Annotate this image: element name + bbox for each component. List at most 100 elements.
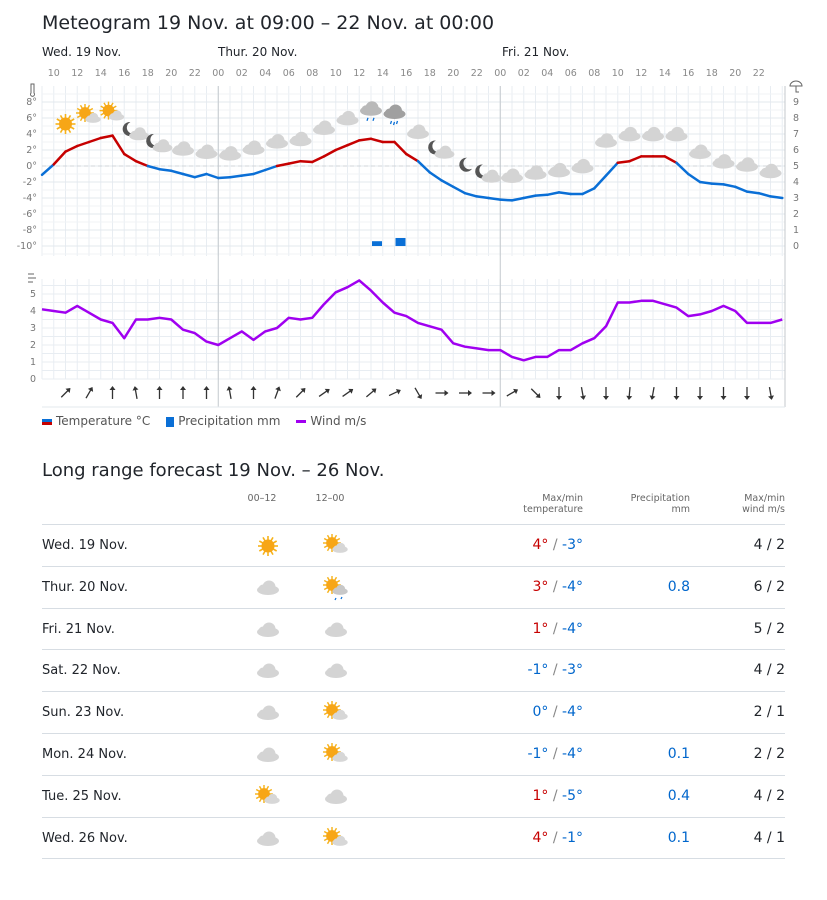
sun-ray xyxy=(258,540,264,544)
sun-ray xyxy=(334,743,338,748)
temperature-line-segment xyxy=(499,198,514,202)
row-temperature: 1° / -5° xyxy=(532,788,583,804)
temperature-line-segment xyxy=(369,137,384,144)
sun-ray xyxy=(336,537,341,541)
cloud-icon xyxy=(642,126,664,142)
temperature-line-segment xyxy=(181,172,196,179)
arrow-head xyxy=(603,396,609,400)
sun-ray xyxy=(270,550,274,556)
arrow-head xyxy=(87,386,94,392)
cloud-part xyxy=(267,138,277,148)
row-precipitation: 0.8 xyxy=(667,578,690,595)
temperature-line-segment xyxy=(158,167,173,173)
cloud-part xyxy=(258,584,268,594)
period-2-symbol xyxy=(325,663,347,679)
temperature-line-segment xyxy=(593,174,608,190)
night-icon xyxy=(475,164,502,183)
cloud-icon xyxy=(257,580,279,595)
cloud-icon xyxy=(571,158,594,174)
arrow-head xyxy=(535,393,541,398)
wind-arrow-icon xyxy=(295,388,306,398)
wind-icon xyxy=(28,273,36,283)
sun-ray xyxy=(56,126,61,130)
sun-ray xyxy=(268,788,273,792)
temperature-line-segment xyxy=(346,139,361,147)
wind-swatch xyxy=(296,420,307,423)
cloud-icon xyxy=(501,168,523,183)
row-date: Fri. 21 Nov. xyxy=(42,621,115,637)
sun-disc xyxy=(326,537,338,549)
sun-ray xyxy=(323,586,328,590)
forecast-row: Mon. 24 Nov. -1° / -4° 0.1 2 / 2 xyxy=(42,733,785,775)
temperature-line-segment xyxy=(734,185,749,193)
row-precipitation: 0.1 xyxy=(667,746,690,762)
sun-disc xyxy=(326,829,338,842)
wind-arrow-icon xyxy=(132,386,139,400)
cloud-part xyxy=(333,838,340,845)
temperature-line-segment xyxy=(52,150,67,166)
wind-arrow-icon xyxy=(506,388,519,397)
moon-shape xyxy=(122,122,136,137)
forecast-row: Wed. 26 Nov. 4° / -1° 0.1 4 / 1 xyxy=(42,816,785,859)
min-temp: -5° xyxy=(562,787,583,804)
min-temp: -4° xyxy=(562,620,583,637)
precipitation-bar xyxy=(395,238,406,246)
sun-disc xyxy=(326,704,338,717)
header-text: temperature xyxy=(523,504,583,515)
cloud-icon xyxy=(325,789,347,804)
arrow-head xyxy=(744,396,750,400)
forecast-row: Tue. 25 Nov. 1° / -5° 0.4 4 / 2 xyxy=(42,774,785,817)
moon-icon xyxy=(459,157,472,172)
day-label: Fri. 21 Nov. xyxy=(502,45,570,59)
sun-ray xyxy=(323,746,328,750)
arrow-head xyxy=(626,395,633,400)
temperature-line-segment xyxy=(416,159,431,174)
cloud-part xyxy=(333,754,340,761)
row-wind: 4 / 2 xyxy=(753,662,785,679)
hour-label: 16 xyxy=(118,68,130,79)
wind-arrow-icon xyxy=(388,389,401,397)
temperature-line-segment xyxy=(193,172,208,179)
wind-arrow-icon xyxy=(274,386,281,399)
arrow-head xyxy=(250,386,257,390)
sun-ray xyxy=(79,104,83,109)
period-2-symbol xyxy=(323,534,348,553)
cloud-part xyxy=(244,144,253,154)
sun-ray xyxy=(326,714,330,719)
hour-label: 14 xyxy=(377,68,389,79)
cloud-icon xyxy=(325,622,347,637)
rain-icon xyxy=(360,101,382,122)
temperature-line-segment xyxy=(522,194,537,200)
sun-ray xyxy=(67,114,72,120)
temperature-line-segment xyxy=(240,172,255,177)
sun-ray xyxy=(76,107,81,111)
sun-icon xyxy=(55,114,76,134)
sun-ray xyxy=(326,839,330,844)
row-date: Wed. 19 Nov. xyxy=(42,538,128,553)
wind-arrow-icon xyxy=(342,388,354,397)
cloud-icon xyxy=(595,133,617,148)
table-bottom-border xyxy=(42,858,785,859)
arrow-head xyxy=(132,386,139,391)
arrow-head xyxy=(416,394,423,400)
cloud-part xyxy=(526,169,535,179)
moon-shape xyxy=(428,140,441,155)
header-wind: Max/min wind m/s xyxy=(742,493,785,515)
temperature-line-segment xyxy=(322,148,337,158)
wind-axis-label: 4 xyxy=(30,306,36,317)
arrow-head xyxy=(649,395,656,400)
sun-ray xyxy=(323,830,328,834)
wind-arrow-icon xyxy=(60,388,71,398)
min-temp: -4° xyxy=(562,704,583,721)
umbrella-icon xyxy=(789,80,803,93)
temp-separator: / xyxy=(548,704,563,721)
row-wind: 4 / 1 xyxy=(753,829,785,846)
cloud-part xyxy=(737,161,747,171)
sun-ray xyxy=(323,712,328,716)
row-date: Thur. 20 Nov. xyxy=(42,579,129,595)
temperature-line-segment xyxy=(264,164,279,172)
wind-arrow-icon xyxy=(673,387,680,400)
sun-ray xyxy=(258,798,262,802)
rain-drops xyxy=(334,596,343,601)
